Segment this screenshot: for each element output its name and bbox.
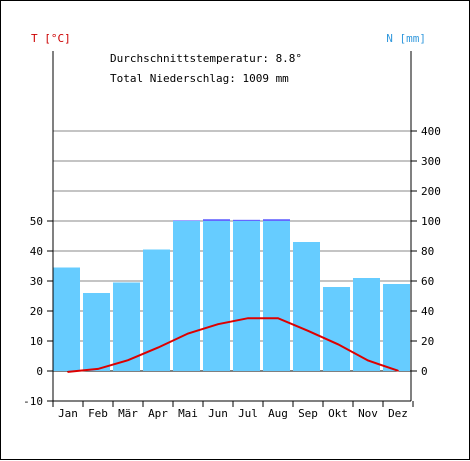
axis-layer — [47, 51, 417, 407]
left-tick-label: 30 — [30, 275, 43, 288]
precipitation-bar-nov — [353, 278, 380, 371]
temperature-axis-label: T [°C] — [31, 32, 71, 45]
right-tick-label: 20 — [421, 335, 434, 348]
label-layer: -10 0 10 20 30 40 50 0 20 40 60 80 100 200 300 400 Jan Fe… — [23, 125, 441, 420]
precipitation-bar-jul — [233, 221, 260, 371]
month-label-jan: Jan — [58, 407, 78, 420]
temperature-point-mai — [187, 332, 189, 335]
grid-layer — [53, 130, 411, 372]
right-tick-label: 100 — [421, 215, 441, 228]
right-tick-label: 0 — [421, 365, 428, 378]
month-label-mär: Mär — [118, 407, 138, 420]
temperature-point-mär — [127, 359, 129, 362]
precipitation-bar-dez — [383, 284, 410, 371]
month-label-dez: Dez — [388, 407, 408, 420]
month-label-sep: Sep — [298, 407, 318, 420]
right-tick-label: 400 — [421, 125, 441, 138]
month-label-jun: Jun — [208, 407, 228, 420]
left-tick-label: 20 — [30, 305, 43, 318]
precipitation-bar-okt — [323, 287, 350, 371]
temperature-point-apr — [157, 346, 159, 349]
month-label-jul: Jul — [238, 407, 258, 420]
temperature-point-jul — [247, 317, 249, 320]
temperature-point-sep — [307, 330, 309, 332]
bar-layer — [53, 219, 410, 371]
precipitation-bar-jan — [53, 267, 80, 371]
left-tick-label: -10 — [23, 395, 43, 408]
precipitation-bar-feb — [83, 293, 110, 371]
temperature-point-feb — [97, 368, 99, 370]
month-label-feb: Feb — [88, 407, 108, 420]
avg-temperature-annotation: Durchschnittstemperatur: 8.8° — [110, 52, 302, 65]
month-label-apr: Apr — [148, 407, 168, 420]
right-tick-label: 80 — [421, 245, 434, 258]
left-tick-label: 0 — [36, 365, 43, 378]
temperature-point-jun — [217, 323, 219, 326]
line-layer — [67, 317, 399, 373]
right-tick-label: 200 — [421, 185, 441, 198]
month-label-aug: Aug — [268, 407, 288, 420]
precipitation-axis-label: N [mm] — [386, 32, 426, 45]
precipitation-bar-apr — [143, 249, 170, 371]
left-tick-label: 40 — [30, 245, 43, 258]
precipitation-excess-bar-jun — [203, 219, 230, 221]
precipitation-excess-bar-mai — [173, 220, 200, 221]
month-label-nov: Nov — [358, 407, 378, 420]
left-tick-label: 50 — [30, 215, 43, 228]
right-tick-label: 60 — [421, 275, 434, 288]
precipitation-excess-bar-aug — [263, 219, 290, 221]
precipitation-bar-mai — [173, 221, 200, 371]
month-label-mai: Mai — [178, 407, 198, 420]
temperature-line — [67, 317, 399, 373]
temperature-point-aug — [277, 317, 279, 320]
temperature-point-dez — [397, 369, 399, 372]
precipitation-excess-bar-jul — [233, 219, 260, 221]
precipitation-bar-jun — [203, 221, 230, 371]
precipitation-bar-aug — [263, 221, 290, 371]
right-tick-label: 40 — [421, 305, 434, 318]
right-tick-label: 300 — [421, 155, 441, 168]
month-label-okt: Okt — [328, 407, 348, 420]
precipitation-bar-sep — [293, 242, 320, 371]
left-tick-label: 10 — [30, 335, 43, 348]
temperature-point-jan — [67, 371, 69, 373]
temperature-point-nov — [367, 359, 369, 362]
total-precipitation-annotation: Total Niederschlag: 1009 mm — [110, 72, 289, 85]
temperature-point-okt — [337, 343, 339, 346]
